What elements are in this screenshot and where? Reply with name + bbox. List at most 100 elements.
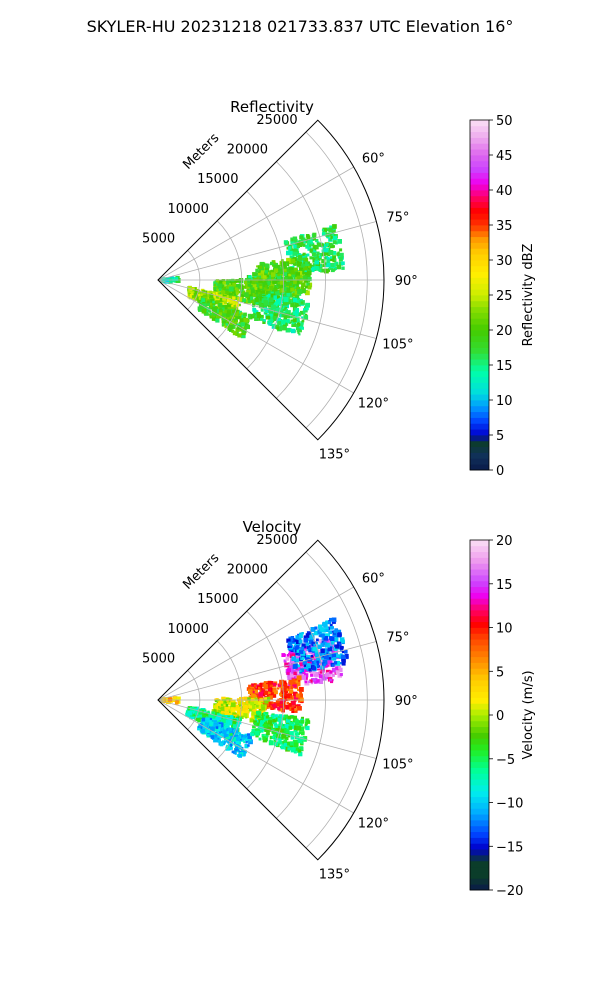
echo-pixel [267,684,272,689]
echo-pixel [240,322,245,327]
echo-pixel [271,693,276,698]
echo-pixel [298,639,303,644]
echo-pixel [296,286,301,292]
echo-pixel [300,321,304,325]
echo-pixel [257,711,262,716]
colorbar-band [470,773,489,780]
echo-pixel [238,721,242,725]
colorbar-band [470,411,489,418]
echo-pixel [296,649,301,653]
colorbar-band [470,306,489,313]
colorbar-band [470,452,489,459]
echo-pixel [206,294,210,298]
echo-pixel [209,312,213,316]
echo-pixel [263,287,268,292]
echo-pixel [212,315,217,321]
echo-pixel [288,653,291,656]
echo-pixel [297,749,301,753]
echo-pixel [282,728,287,733]
echo-pixel [296,283,299,286]
echo-pixel [229,746,233,750]
echo-pixel [239,733,242,736]
radial-tick-label: 15000 [197,172,238,187]
colorbar-tick-label: 20 [496,534,513,549]
echo-pixel [305,306,309,311]
echo-pixel [295,309,300,314]
echo-pixel [235,740,239,745]
echo-pixel [287,300,291,305]
echo-pixel [310,237,313,240]
echo-pixel [244,744,249,749]
echo-pixel [287,641,293,646]
colorbar-band [470,685,489,693]
colorbar-band [470,335,489,343]
colorbar-band [470,370,489,378]
echo-pixel [289,695,293,698]
colorbar-band [470,785,489,792]
echo-pixel [283,654,286,657]
echo-pixel [218,279,223,284]
echo-pixel [295,704,298,707]
colorbar-band [470,423,489,430]
echo-pixel [296,299,301,304]
echo-pixel [271,736,275,739]
echo-pixel [217,289,222,294]
echo-pixel [214,728,218,732]
echo-pixel [293,699,297,702]
colorbar-band [470,277,489,284]
echo-pixel [289,731,294,736]
echo-pixel [238,742,241,745]
echo-pixel [223,719,229,725]
colorbar-tick-label: 40 [496,184,513,199]
echo-pixel [195,714,199,718]
echo-pixel [249,718,254,723]
echo-pixel [228,743,233,747]
echo-pixel [260,682,263,686]
echo-pixel [290,279,294,283]
echo-pixel [305,244,310,249]
echo-pixel [312,232,317,237]
echo-pixel [309,679,313,683]
echo-pixel [305,718,310,723]
echo-pixel [279,280,284,285]
colorbar-band [470,388,489,395]
echo-pixel [299,326,302,330]
echo-pixel [316,665,319,668]
echo-pixel [294,709,298,713]
echo-pixel [269,724,273,728]
echo-pixel [227,709,231,713]
echo-pixel [303,312,306,315]
echo-pixel [214,724,217,727]
echo-pixel [293,324,297,327]
echo-pixel [275,309,280,314]
colorbar-band [470,592,489,599]
echo-pixel [315,652,320,657]
colorbar-band [470,761,489,768]
echo-pixel [294,312,299,317]
echo-pixel [304,724,308,727]
echo-pixel [331,673,335,677]
colorbar-band [470,446,489,453]
colorbar-band [470,825,489,833]
echo-pixel [305,654,311,660]
echo-pixel [329,256,333,259]
echo-pixel [272,687,277,693]
colorbar-tick-label: 30 [496,254,513,269]
echo-pixel [285,693,291,699]
echo-pixel [266,290,271,295]
echo-pixel [299,669,302,672]
echo-pixel [279,727,284,733]
echo-pixel [229,721,234,725]
echo-pixel [223,317,228,322]
echo-pixel [252,307,257,312]
echo-pixel [237,315,241,320]
echo-pixel [327,633,330,637]
echo-pixel [289,284,295,289]
echo-pixel [304,285,308,289]
echo-pixel [282,705,286,709]
echo-pixel [246,285,249,288]
echo-pixel [299,266,304,271]
echo-pixel [298,634,303,639]
azimuth-tick-label: 90° [395,694,418,709]
echo-pixel [253,697,258,702]
